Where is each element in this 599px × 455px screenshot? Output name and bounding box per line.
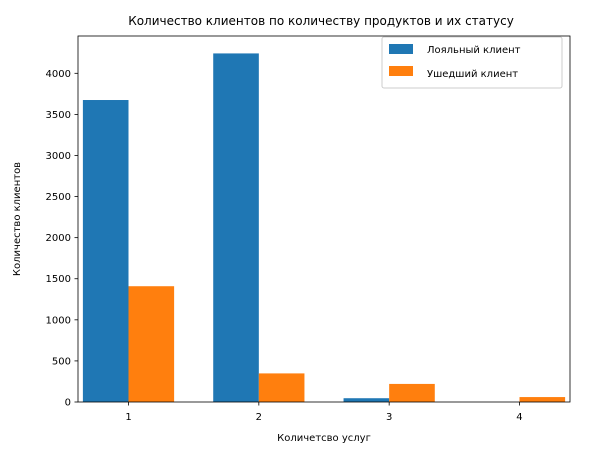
y-tick-label: 1000 <box>46 315 71 326</box>
y-tick-label: 3000 <box>46 151 71 162</box>
legend-label-loyal: Лояльный клиент <box>427 45 521 56</box>
y-tick-label: 0 <box>65 398 71 409</box>
legend-swatch-loyal <box>389 44 413 54</box>
x-tick-label: 1 <box>125 412 131 423</box>
y-tick-label: 500 <box>52 356 71 367</box>
y-tick-label: 1500 <box>46 274 71 285</box>
x-tick-label: 4 <box>516 412 522 423</box>
legend-label-churned: Ушедший клиент <box>427 69 518 80</box>
y-axis-label: Количество клиентов <box>12 162 23 276</box>
bar-churned-3 <box>389 383 435 402</box>
bar-churned-1 <box>128 286 175 402</box>
chart-title: Количество клиентов по количеству продук… <box>128 14 514 28</box>
x-axis-label: Количетсво услуг <box>277 433 371 444</box>
y-tick-label: 3500 <box>46 110 71 121</box>
legend: Лояльный клиент Ушедший клиент <box>381 36 563 89</box>
legend-swatch-churned <box>389 66 413 76</box>
y-tick-label: 4000 <box>46 69 71 80</box>
bar-loyal-1 <box>82 100 129 402</box>
legend-frame <box>381 36 563 89</box>
bar-loyal-3 <box>343 398 390 402</box>
bar-loyal-2 <box>213 53 259 402</box>
plot-frame <box>77 35 571 403</box>
x-tick-label: 2 <box>256 412 262 423</box>
y-tick-label: 2500 <box>46 192 71 203</box>
bars-group <box>82 53 566 402</box>
y-tick-label: 2000 <box>46 233 71 244</box>
y-axis: 0 500 1000 1500 2000 2500 3000 3500 4000 <box>46 69 78 409</box>
x-axis: 1 2 3 4 <box>125 402 523 423</box>
bar-churned-2 <box>258 373 305 402</box>
x-tick-label: 3 <box>386 412 392 423</box>
bar-churned-4 <box>519 397 566 402</box>
